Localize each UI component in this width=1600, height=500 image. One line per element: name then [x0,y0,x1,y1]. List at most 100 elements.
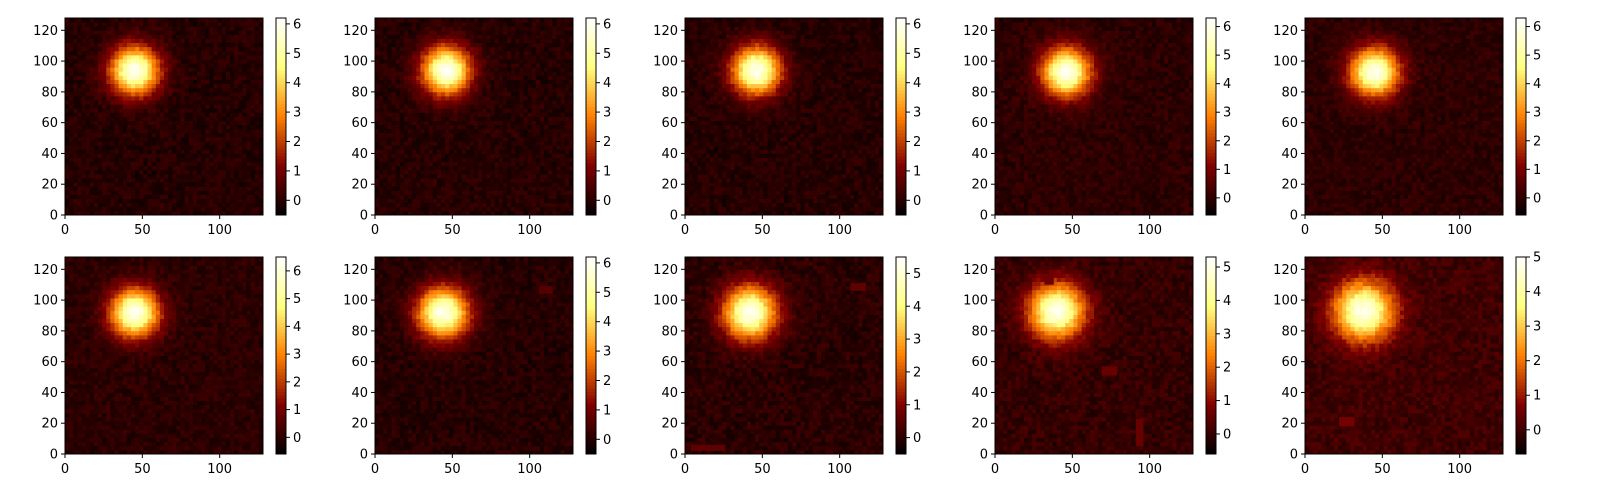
heatmap-cell [693,202,698,208]
heatmap-cell [568,120,574,126]
heatmap-cell [502,137,508,142]
heatmap-cell [201,71,206,76]
heatmap-cell [85,59,91,64]
heatmap-cell [424,190,430,195]
heatmap-cell [441,190,446,195]
colorbar-segment [586,132,596,137]
heatmap-cell [188,116,194,121]
heatmap-cell [548,83,553,89]
heatmap-cell [519,18,524,23]
heatmap-cell [188,186,194,191]
colorbar-tick-label: 5 [603,47,611,62]
heatmap-cell [540,112,545,117]
heatmap-cell [139,173,144,179]
heatmap-cell [217,42,223,48]
heatmap-cell [85,186,91,191]
heatmap-cell [176,206,181,212]
heatmap-cell [544,182,549,187]
heatmap-cell [234,83,239,89]
heatmap-cell [168,59,173,64]
heatmap-cell [486,194,491,199]
heatmap-cell [449,132,454,138]
colorbar-segment [276,63,286,68]
heatmap-cell [391,30,397,35]
heatmap-cell [77,178,82,183]
heatmap-cell [494,161,500,167]
heatmap-cell [221,153,227,158]
heatmap-cell [184,120,190,126]
heatmap-cell [449,50,454,56]
heatmap-cell [85,137,91,142]
heatmap-cell [474,120,479,126]
heatmap-cell [85,54,91,60]
heatmap-cell [482,173,487,179]
heatmap-cell [494,79,500,85]
heatmap-cell [73,108,78,113]
heatmap-cell [106,42,111,48]
heatmap-cell [416,59,421,64]
heatmap-cell [238,91,243,97]
heatmap-cell [436,124,442,130]
heatmap-cell [93,190,99,195]
heatmap-cell [118,108,124,113]
colorbar-segment [276,201,286,206]
heatmap-cell [436,157,442,163]
heatmap-cell [168,210,173,216]
heatmap-cell [527,198,533,204]
heatmap-cell [77,54,82,60]
heatmap-cell [250,120,256,126]
heatmap-cell [420,186,425,191]
heatmap-cell [564,71,570,76]
heatmap-cell [507,75,512,80]
heatmap-cell [201,54,206,60]
heatmap-cell [436,42,442,48]
heatmap-cell [391,91,397,97]
heatmap-cell [540,169,545,175]
heatmap-cell [230,18,235,23]
heatmap-cell [428,112,434,117]
heatmap-cell [412,67,417,72]
heatmap-cell [383,71,388,76]
heatmap-cell [98,46,103,52]
heatmap-cell [825,210,830,216]
heatmap-cell [155,120,161,126]
heatmap-cell [225,198,231,204]
heatmap-cell [375,63,380,68]
heatmap-cell [441,116,446,121]
heatmap-cell [65,120,70,126]
heatmap-cell [544,157,549,163]
heatmap-cell [135,149,140,154]
heatmap-cell [564,79,570,85]
heatmap-cell [564,54,570,60]
heatmap-cell [221,59,227,64]
heatmap-cell [102,100,107,105]
heatmap-cell [238,149,243,154]
heatmap-cell [126,30,132,35]
heatmap-cell [531,34,537,39]
heatmap-cell [432,153,438,158]
heatmap-cell [515,116,520,121]
heatmap-cell [246,34,252,39]
heatmap-cell [383,59,388,64]
heatmap-cell [69,18,74,23]
heatmap-cell [73,18,78,23]
heatmap-cell [540,116,545,121]
heatmap-cell [246,190,252,195]
heatmap-cell [168,116,173,121]
heatmap-cell [184,124,190,130]
heatmap-cell [85,149,91,154]
heatmap-cell [375,202,380,208]
heatmap-cell [465,108,471,113]
colorbar-segment [586,100,596,104]
heatmap-cell [515,153,520,158]
heatmap-cell [564,124,570,130]
heatmap-cell [535,186,541,191]
heatmap-cell [461,198,467,204]
heatmap-cell [254,87,260,93]
heatmap-cell [147,124,153,130]
heatmap-cell [98,67,103,72]
heatmap-cell [544,42,549,48]
heatmap-cell [379,46,384,52]
heatmap-cell [412,30,417,35]
heatmap-cell [135,95,140,101]
